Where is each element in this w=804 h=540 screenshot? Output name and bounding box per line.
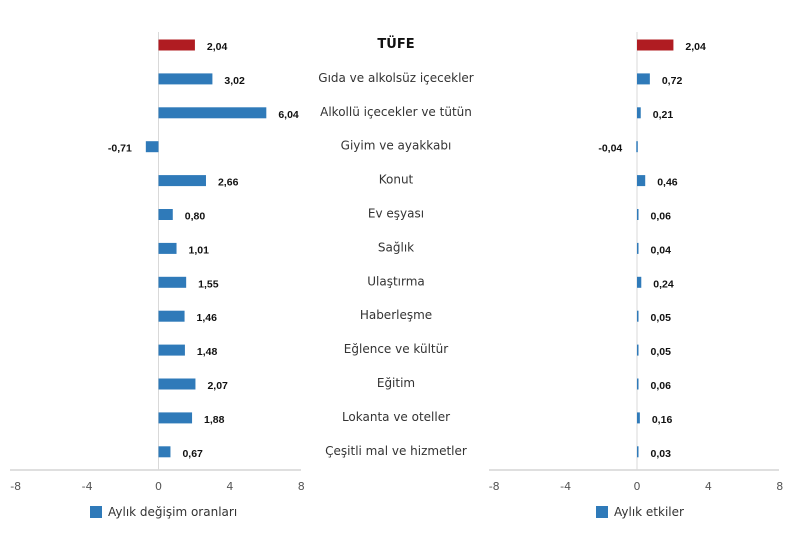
- bar-left: [158, 344, 185, 356]
- bar-left: [158, 107, 267, 119]
- tick-label-left: 8: [298, 480, 305, 493]
- category-label: Ulaştırma: [367, 274, 425, 288]
- bar-left: [145, 141, 159, 153]
- data-label-left: 1,46: [197, 312, 218, 324]
- tick-label-left: -4: [82, 480, 93, 493]
- data-label-right: 0,06: [651, 211, 672, 223]
- legend-left-label: Aylık değişim oranları: [108, 505, 238, 519]
- category-label: Lokanta ve oteller: [342, 410, 450, 424]
- bar-right: [637, 175, 646, 187]
- data-label-right: 0,24: [653, 278, 674, 290]
- tick-label-left: -8: [10, 480, 21, 493]
- bar-left: [158, 276, 187, 288]
- bar-left: [158, 175, 206, 187]
- bar-right: [637, 446, 639, 458]
- data-label-left: 3,02: [224, 75, 245, 87]
- legend-right: Aylık etkiler: [596, 505, 684, 519]
- category-label: Giyim ve ayakkabı: [341, 139, 452, 153]
- category-label: Çeşitli mal ve hizmetler: [325, 444, 467, 458]
- bar-left: [158, 446, 171, 458]
- data-label-right: 0,05: [651, 312, 672, 324]
- legend-right-label: Aylık etkiler: [614, 505, 684, 519]
- legend-right-swatch: [596, 506, 608, 518]
- category-label: Alkollü içecekler ve tütün: [320, 105, 472, 119]
- bar-right: [636, 141, 638, 153]
- bar-right: [637, 242, 639, 254]
- data-label-left: 2,07: [207, 380, 228, 392]
- bar-right: [637, 378, 639, 390]
- bar-right: [637, 276, 642, 288]
- category-label: Sağlık: [378, 240, 414, 254]
- tick-label-right: -4: [560, 480, 571, 493]
- data-label-left: 1,01: [189, 244, 210, 256]
- bar-left: [158, 412, 193, 424]
- bar-right: [637, 310, 639, 322]
- data-label-left: 0,80: [185, 211, 206, 223]
- data-label-left: 6,04: [278, 109, 299, 121]
- data-label-left: 2,66: [218, 177, 239, 189]
- tick-label-right: 4: [705, 480, 712, 493]
- bar-left: [158, 242, 177, 254]
- tick-label-right: 8: [776, 480, 783, 493]
- data-label-right: -0,04: [598, 143, 622, 155]
- legend-left-swatch: [90, 506, 102, 518]
- category-label: Konut: [379, 173, 414, 187]
- category-label: Gıda ve alkolsüz içecekler: [318, 71, 474, 85]
- data-label-left: 1,55: [198, 278, 219, 290]
- bar-right: [637, 39, 674, 51]
- tick-label-left: 0: [155, 480, 162, 493]
- category-label: TÜFE: [377, 36, 414, 52]
- category-label: Haberleşme: [360, 308, 432, 322]
- tick-label-right: 0: [634, 480, 641, 493]
- category-label: Eğlence ve kültür: [344, 342, 448, 356]
- panel-right: -8 -4 0 4 8 2,04 0,72 0,21 -0,04 0,46 0,06 0,04 0,24…: [489, 32, 783, 493]
- bar-left: [158, 310, 185, 322]
- category-label: Ev eşyası: [368, 207, 424, 221]
- data-label-right: 0,21: [653, 109, 674, 121]
- panel-left: -8 -4 0 4 8 2,04 3,02 6,04 -0,71 2,66 0,80 1,01 1,55…: [10, 32, 305, 493]
- data-label-left: 1,48: [197, 346, 218, 358]
- data-label-right: 2,04: [685, 41, 706, 53]
- data-label-right: 0,46: [657, 177, 678, 189]
- data-label-right: 0,16: [652, 414, 673, 426]
- tick-label-right: -8: [489, 480, 500, 493]
- bar-left: [158, 378, 196, 390]
- data-label-left: 0,67: [182, 448, 203, 460]
- tick-label-left: 4: [226, 480, 233, 493]
- data-label-right: 0,03: [651, 448, 672, 460]
- bar-right: [637, 107, 641, 119]
- data-label-left: -0,71: [108, 143, 132, 155]
- bar-right: [637, 344, 639, 356]
- data-label-left: 2,04: [207, 41, 228, 53]
- bar-left: [158, 209, 173, 220]
- data-label-right: 0,05: [651, 346, 672, 358]
- bar-right: [637, 209, 639, 220]
- bar-left: [158, 73, 213, 85]
- data-label-right: 0,06: [651, 380, 672, 392]
- bar-right: [637, 412, 640, 424]
- bar-right: [637, 73, 650, 85]
- category-label: Eğitim: [377, 376, 415, 390]
- data-label-right: 0,04: [651, 244, 672, 256]
- data-label-right: 0,72: [662, 75, 683, 87]
- bar-left: [158, 39, 195, 51]
- data-label-left: 1,88: [204, 414, 225, 426]
- legend-left: Aylık değişim oranları: [90, 505, 237, 519]
